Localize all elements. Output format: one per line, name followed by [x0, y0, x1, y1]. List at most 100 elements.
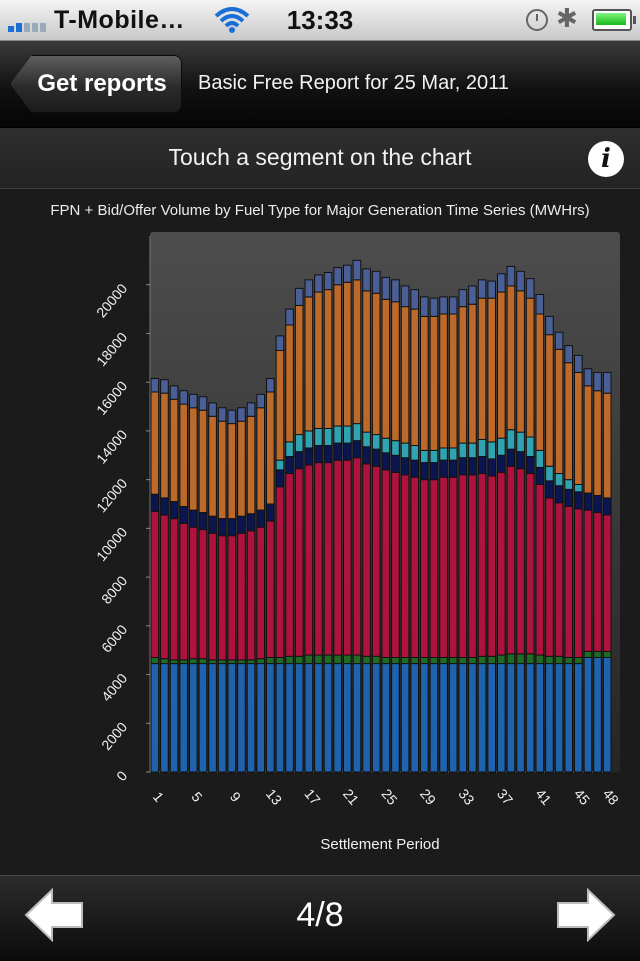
- bar-segment[interactable]: [410, 663, 420, 773]
- bar-segment[interactable]: [583, 492, 593, 511]
- stacked-bar-chart[interactable]: 0 2000 4000 6000 8000 10000 12000 14000 16000 180…: [0, 189, 640, 875]
- bar-segment[interactable]: [362, 431, 371, 448]
- bar-segment[interactable]: [227, 659, 237, 665]
- bar-segment[interactable]: [314, 274, 323, 293]
- bar-segment[interactable]: [429, 449, 439, 464]
- bar-segment[interactable]: [564, 479, 574, 490]
- bar-segment[interactable]: [179, 390, 189, 405]
- bar-segment[interactable]: [448, 656, 458, 665]
- bar-segment[interactable]: [506, 448, 516, 467]
- bar-segment[interactable]: [371, 292, 381, 436]
- bar-segment[interactable]: [208, 659, 217, 665]
- bar-segment[interactable]: [217, 659, 227, 665]
- bar-segment[interactable]: [516, 653, 525, 665]
- bar-segment[interactable]: [343, 663, 352, 773]
- bar-segment[interactable]: [554, 473, 564, 487]
- bar-segment[interactable]: [256, 658, 266, 665]
- bar-segment[interactable]: [160, 379, 169, 394]
- bar-segment[interactable]: [217, 518, 227, 537]
- bar-segment[interactable]: [545, 465, 554, 482]
- bar-segment[interactable]: [525, 455, 535, 475]
- bar-segment[interactable]: [497, 273, 506, 293]
- bar-segment[interactable]: [227, 423, 237, 520]
- bar-segment[interactable]: [227, 518, 237, 537]
- bar-segment[interactable]: [160, 497, 169, 516]
- bar-segment[interactable]: [439, 459, 448, 478]
- bar-segment[interactable]: [410, 476, 420, 658]
- bar-segment[interactable]: [343, 425, 352, 444]
- bar-segment[interactable]: [169, 385, 179, 400]
- bar-segment[interactable]: [516, 431, 525, 453]
- bar-segment[interactable]: [602, 392, 612, 499]
- bar-segment[interactable]: [602, 514, 612, 652]
- bar-segment[interactable]: [381, 469, 391, 658]
- bar-segment[interactable]: [208, 532, 217, 661]
- bar-segment[interactable]: [266, 656, 275, 665]
- bar-segment[interactable]: [352, 654, 362, 665]
- bar-segment[interactable]: [371, 655, 381, 665]
- bar-segment[interactable]: [593, 371, 602, 392]
- bar-segment[interactable]: [535, 663, 545, 773]
- bar-segment[interactable]: [429, 656, 439, 665]
- bar-segment[interactable]: [266, 663, 275, 773]
- bar-segment[interactable]: [487, 280, 497, 299]
- bar-segment[interactable]: [506, 465, 516, 655]
- bar-segment[interactable]: [583, 509, 593, 652]
- bar-segment[interactable]: [593, 656, 602, 773]
- bar-segment[interactable]: [545, 663, 554, 773]
- bar-segment[interactable]: [352, 663, 362, 773]
- bar-segment[interactable]: [227, 663, 237, 773]
- bar-segment[interactable]: [343, 654, 352, 665]
- bar-segment[interactable]: [535, 313, 545, 451]
- bar-segment[interactable]: [150, 378, 160, 393]
- bar-segment[interactable]: [535, 449, 545, 468]
- bar-segment[interactable]: [391, 279, 400, 303]
- bar-segment[interactable]: [179, 663, 189, 773]
- bar-segment[interactable]: [602, 656, 612, 773]
- bar-segment[interactable]: [150, 391, 160, 495]
- bar-segment[interactable]: [545, 655, 554, 665]
- bar-segment[interactable]: [497, 291, 506, 439]
- bar-segment[interactable]: [400, 663, 410, 773]
- bar-segment[interactable]: [150, 656, 160, 665]
- bar-segment[interactable]: [516, 451, 525, 470]
- bar-segment[interactable]: [294, 287, 304, 306]
- bar-segment[interactable]: [237, 407, 246, 422]
- bar-segment[interactable]: [323, 427, 333, 447]
- bar-segment[interactable]: [400, 285, 410, 308]
- bar-segment[interactable]: [275, 335, 285, 352]
- next-page-arrow-icon[interactable]: [556, 888, 616, 942]
- bar-segment[interactable]: [477, 455, 487, 475]
- bar-segment[interactable]: [554, 663, 564, 773]
- bar-segment[interactable]: [160, 658, 169, 665]
- bar-segment[interactable]: [285, 655, 294, 665]
- bar-segment[interactable]: [448, 447, 458, 461]
- bar-segment[interactable]: [535, 654, 545, 665]
- bar-segment[interactable]: [160, 392, 169, 499]
- bar-segment[interactable]: [391, 471, 400, 658]
- bar-segment[interactable]: [189, 393, 198, 409]
- bar-segment[interactable]: [429, 479, 439, 658]
- bar-segment[interactable]: [304, 296, 314, 432]
- bar-segment[interactable]: [333, 425, 343, 444]
- bar-segment[interactable]: [420, 462, 429, 481]
- bar-segment[interactable]: [256, 393, 266, 409]
- bar-segment[interactable]: [535, 484, 545, 656]
- bar-segment[interactable]: [352, 457, 362, 656]
- bar-segment[interactable]: [362, 446, 371, 465]
- bar-segment[interactable]: [304, 464, 314, 656]
- bar-segment[interactable]: [583, 656, 593, 773]
- bar-segment[interactable]: [545, 497, 554, 657]
- bar-segment[interactable]: [554, 348, 564, 475]
- bar-segment[interactable]: [381, 452, 391, 471]
- bar-segment[interactable]: [285, 308, 294, 326]
- bar-segment[interactable]: [275, 656, 285, 665]
- bar-segment[interactable]: [516, 663, 525, 773]
- bar-segment[interactable]: [574, 484, 583, 493]
- bar-segment[interactable]: [564, 488, 574, 507]
- bar-segment[interactable]: [400, 442, 410, 459]
- bar-segment[interactable]: [506, 285, 516, 431]
- bar-segment[interactable]: [352, 423, 362, 442]
- bar-segment[interactable]: [150, 663, 160, 773]
- bar-segment[interactable]: [574, 371, 583, 486]
